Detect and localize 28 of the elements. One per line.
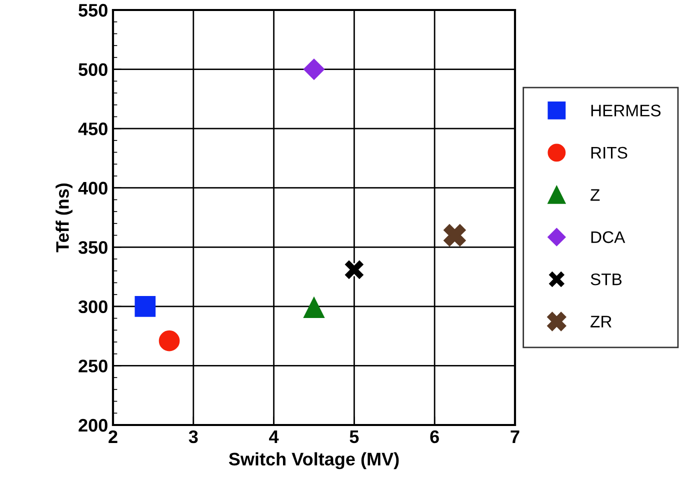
y-tick-label: 550 bbox=[78, 4, 108, 17]
legend-label: HERMES bbox=[591, 104, 661, 116]
y-tick-label: 300 bbox=[78, 300, 108, 314]
x-tick-label: 2 bbox=[108, 430, 118, 443]
legend-label: ZR bbox=[590, 316, 612, 328]
legend-label: STB bbox=[590, 273, 622, 286]
legend-label: Z bbox=[590, 189, 600, 201]
point bbox=[444, 224, 466, 246]
point bbox=[158, 330, 180, 352]
y-tick-label: 500 bbox=[78, 63, 108, 76]
y-tick-label: 200 bbox=[78, 418, 108, 432]
y-tick-label: 250 bbox=[78, 360, 108, 372]
point bbox=[304, 297, 324, 318]
y-tick-label: 450 bbox=[78, 122, 108, 136]
x-tick-label: 4 bbox=[269, 430, 279, 443]
x-axis-title: Switch Voltage (MV) bbox=[228, 452, 399, 470]
point bbox=[343, 258, 366, 281]
x-tick-label: 5 bbox=[350, 430, 359, 444]
x-tick-label: 3 bbox=[188, 430, 198, 444]
point bbox=[303, 58, 325, 80]
legend-label: RITS bbox=[591, 146, 628, 159]
point bbox=[134, 296, 156, 317]
y-tick-label: 350 bbox=[78, 241, 108, 254]
y-axis-title: Teff (ns) bbox=[56, 183, 72, 252]
x-tick-label: 7 bbox=[510, 430, 520, 443]
x-tick-label: 6 bbox=[430, 430, 439, 444]
legend-label: DCA bbox=[591, 231, 626, 244]
y-tick-label: 400 bbox=[78, 182, 108, 195]
